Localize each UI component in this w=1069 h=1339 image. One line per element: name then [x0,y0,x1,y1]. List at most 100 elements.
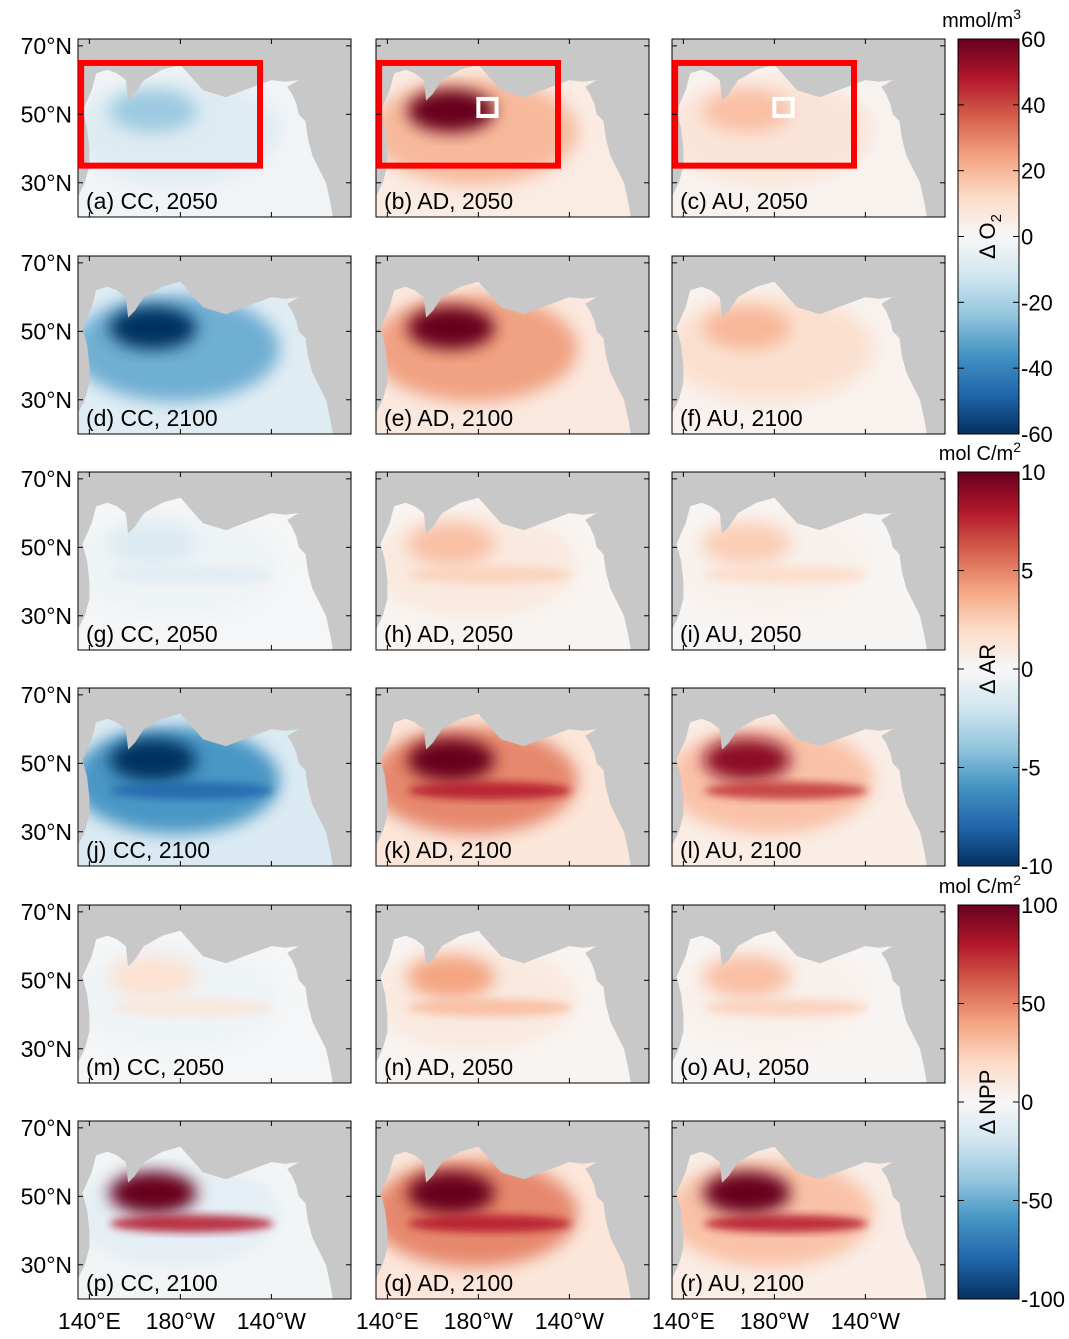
panel-label: (h) AD, 2050 [384,621,513,647]
land-mask [881,905,945,1083]
panel-label: (e) AD, 2100 [384,405,513,431]
panel-frame [671,904,946,1084]
map-panel: (o) AU, 2050 [671,904,946,1084]
land-mask [881,256,945,434]
land-mask [672,759,684,866]
lat-tick-label: 30°N [21,819,72,845]
land-mask [881,39,945,217]
panel-frame [77,1120,352,1300]
map-panel: (m) CC, 2050 [77,904,352,1084]
colorbar-tick-label: 0 [1021,225,1033,250]
colorbar-tick-label: -60 [1021,422,1053,447]
panel-label: (d) CC, 2100 [86,405,218,431]
land-mask [585,1121,649,1299]
land-mask [287,905,351,1083]
panel-label: (l) AU, 2100 [680,837,801,863]
anomaly-hotspot [109,89,197,133]
panel-frame [375,904,650,1084]
land-mask [376,1192,388,1299]
anomaly-hotspot [703,955,791,999]
panel-frame [77,255,352,435]
lon-tick-label: 140°E [58,1308,121,1334]
anomaly-hotspot [407,522,495,566]
panel-label: (m) CC, 2050 [86,1054,224,1080]
land-mask [672,472,945,548]
land-mask [672,688,945,764]
anomaly-hotspot [407,1171,495,1215]
panel-label: (q) AD, 2100 [384,1270,513,1296]
anomaly-hotspot [703,738,791,782]
colorbar-unit: mol C/m2 [939,439,1021,465]
land-mask [78,472,351,548]
land-mask [376,1121,649,1197]
colorbar-tick-label: 40 [1021,93,1045,118]
anomaly-band [109,1214,274,1233]
anomaly-hotspot [407,738,495,782]
land-mask [78,1192,90,1299]
land-mask [376,256,649,332]
lat-tick-label: 70°N [21,33,72,59]
land-mask [585,688,649,866]
panel-label: (g) CC, 2050 [86,621,218,647]
land-mask [881,1121,945,1299]
land-mask [78,1121,351,1197]
panel-frame [375,687,650,867]
lat-tick-label: 50°N [21,967,72,993]
lat-tick-label: 30°N [21,1252,72,1278]
land-mask [376,39,649,115]
anomaly-band [109,998,274,1017]
anomaly-band [703,781,868,800]
land-mask [376,759,388,866]
land-mask [78,256,351,332]
colorbar-gradient [957,471,1020,867]
land-mask [376,327,388,434]
panel-label: (i) AU, 2050 [680,621,801,647]
panel-frame [375,471,650,651]
map-panel: (n) AD, 2050 [375,904,650,1084]
lat-tick-label: 70°N [21,682,72,708]
colorbar-tick-label: 0 [1021,657,1033,682]
land-mask [376,472,649,548]
colorbar-tick-label: 60 [1021,27,1045,52]
colorbar-gradient [957,38,1020,435]
lat-tick-label: 50°N [21,318,72,344]
panel-frame [77,904,352,1084]
lat-tick-label: 70°N [21,250,72,276]
map-panel: (a) CC, 2050 [77,38,352,218]
map-panel: (r) AU, 2100 [671,1120,946,1300]
lon-tick-label: 140°E [356,1308,419,1334]
map-panel: (k) AD, 2100 [375,687,650,867]
anomaly-hotspot [703,306,791,350]
map-panel: (i) AU, 2050 [671,471,946,651]
panel-label: (k) AD, 2100 [384,837,512,863]
colorbar: 100 50 0 -50 -100 mol C/m2 Δ NPP [939,872,1065,1312]
map-panel: (f) AU, 2100 [671,255,946,435]
anomaly-band [703,1214,868,1233]
panel-frame [77,687,352,867]
anomaly-hotspot [109,522,197,566]
land-mask [585,256,649,434]
panel-frame [77,38,352,218]
land-mask [287,39,351,217]
lon-tick-label: 140°E [652,1308,715,1334]
land-mask [585,39,649,217]
anomaly-band [703,565,868,584]
axis-ticks: 70°N 50°N 30°N 70°N 50°N 30°N 70°N 50°N 30°N 70°N… [21,33,945,1334]
land-mask [78,759,90,866]
land-mask [376,543,388,650]
land-mask [78,688,351,764]
colorbar-tick-label: 50 [1021,992,1045,1017]
colorbar-tick-label: -50 [1021,1189,1053,1214]
lat-tick-label: 70°N [21,466,72,492]
panel-frame [671,687,946,867]
anomaly-band [407,781,572,800]
colorbar-tick-label: -5 [1021,756,1041,781]
anomaly-band [109,781,274,800]
land-mask [78,39,351,115]
land-mask [672,543,684,650]
lat-tick-label: 50°N [21,750,72,776]
land-mask [672,1192,684,1299]
panel-label: (o) AU, 2050 [680,1054,809,1080]
colorbar-unit: mol C/m2 [939,872,1021,898]
